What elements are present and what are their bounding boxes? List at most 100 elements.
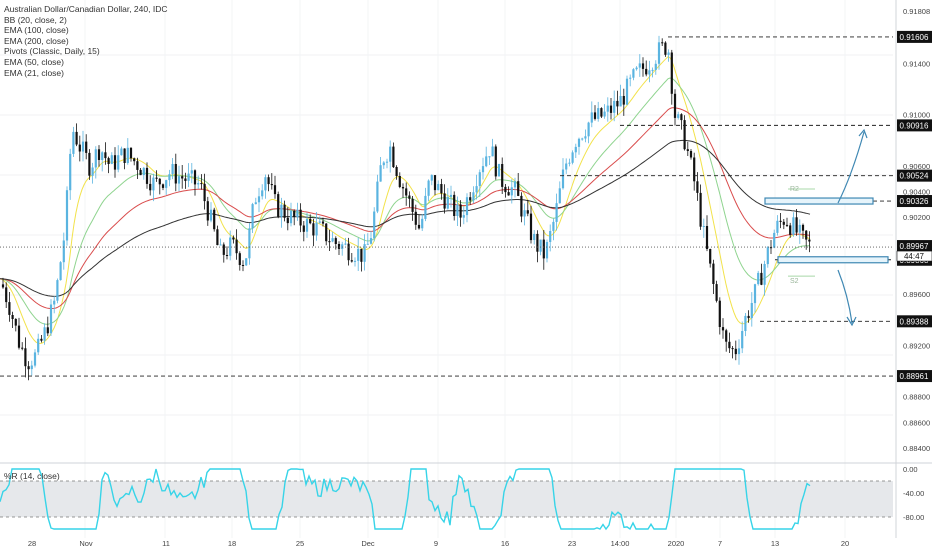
candle-down <box>395 167 398 176</box>
level-label: 0.89388 <box>900 317 929 326</box>
candle-up <box>197 183 200 185</box>
candle-up <box>177 176 181 184</box>
candle-down <box>206 201 209 221</box>
osc-tick: 0.00 <box>903 465 918 474</box>
candle-up <box>152 177 155 191</box>
candle-up <box>165 180 168 188</box>
candle-up <box>798 224 801 233</box>
candle-up <box>72 131 75 154</box>
price-tick: 0.88400 <box>903 444 930 453</box>
candle-down <box>85 141 88 153</box>
candle-up <box>341 244 344 249</box>
candle-up <box>385 161 389 163</box>
candle-down <box>504 186 507 193</box>
candle-up <box>635 67 638 70</box>
candle-down <box>405 188 408 196</box>
candle-up <box>638 63 641 68</box>
date-tick: 9 <box>434 539 438 548</box>
candle-up <box>571 152 574 163</box>
candle-down <box>277 194 280 217</box>
candle-down <box>501 164 504 187</box>
candle-down <box>216 229 219 246</box>
chart-grid <box>0 0 893 538</box>
candle-up <box>773 232 776 248</box>
candle-down <box>312 223 315 236</box>
osc-tick: -80.00 <box>903 513 924 522</box>
candle-up <box>581 138 584 140</box>
price-tick: 0.91400 <box>903 59 930 68</box>
level-label: 0.90326 <box>900 197 929 206</box>
candle-up <box>296 209 299 217</box>
candle-down <box>238 253 241 265</box>
candle-up <box>344 243 347 245</box>
candle-down <box>785 224 789 226</box>
candle-up <box>59 262 62 281</box>
candle-up <box>142 167 145 175</box>
candle-up <box>65 190 69 241</box>
candle-down <box>203 183 206 202</box>
candle-up <box>497 164 501 177</box>
candle-up <box>353 260 357 262</box>
candle-up <box>120 148 123 156</box>
date-tick: 13 <box>771 539 779 548</box>
level-label: 0.90916 <box>900 121 929 130</box>
candle-up <box>33 352 37 366</box>
candle-up <box>606 105 609 112</box>
level-label: 0.91606 <box>900 33 929 42</box>
candle-down <box>453 194 456 216</box>
candle-up <box>603 111 606 117</box>
candle-down <box>321 221 325 224</box>
level-label-bg <box>897 30 932 43</box>
candle-down <box>235 239 238 254</box>
date-tick: 23 <box>568 539 576 548</box>
candle-down <box>21 347 24 349</box>
candle-down <box>673 93 677 118</box>
candle-down <box>14 319 17 326</box>
candle-down <box>40 338 43 341</box>
candle-down <box>622 96 625 105</box>
candle-down <box>78 144 81 152</box>
price-tick: 0.88800 <box>903 393 930 402</box>
candle-up <box>427 180 430 196</box>
candle-down <box>222 244 225 255</box>
level-label-bg <box>897 315 932 328</box>
candle-down <box>542 239 545 259</box>
candle-up <box>488 156 491 158</box>
candle-down <box>27 366 30 370</box>
candle-down <box>670 52 673 94</box>
williams-line <box>0 468 811 531</box>
level-label-bg <box>897 370 932 383</box>
candle-down <box>433 175 437 191</box>
candle-up <box>254 202 257 205</box>
current-price-label: 0.89967 <box>900 242 929 251</box>
candle-up <box>53 300 56 305</box>
candle-down <box>417 224 421 229</box>
candle-up <box>539 239 542 252</box>
candle-up <box>513 181 517 188</box>
candle-down <box>273 185 277 195</box>
candle-down <box>459 204 462 218</box>
price-tick: 0.90600 <box>903 162 930 171</box>
candle-up <box>366 243 369 245</box>
candle-down <box>414 211 417 225</box>
candle-up <box>280 204 283 217</box>
candle-up <box>677 114 680 118</box>
candle-down <box>801 224 805 231</box>
candle-down <box>728 341 731 349</box>
candle-up <box>577 138 581 147</box>
candle-up <box>264 177 267 191</box>
candle-down <box>747 315 750 319</box>
candle-down <box>683 120 686 150</box>
candle-up <box>597 108 600 119</box>
price-tick: 0.88600 <box>903 418 930 427</box>
legend-title: Australian Dollar/Canadian Dollar, 240, … <box>4 4 168 14</box>
candle-down <box>17 325 21 348</box>
candle-up <box>741 331 744 349</box>
candle-down <box>161 184 165 188</box>
candle-up <box>792 217 795 235</box>
candle-up <box>587 122 590 137</box>
candle-up <box>552 221 555 231</box>
candle-up <box>257 196 261 203</box>
date-tick: 28 <box>28 539 36 548</box>
